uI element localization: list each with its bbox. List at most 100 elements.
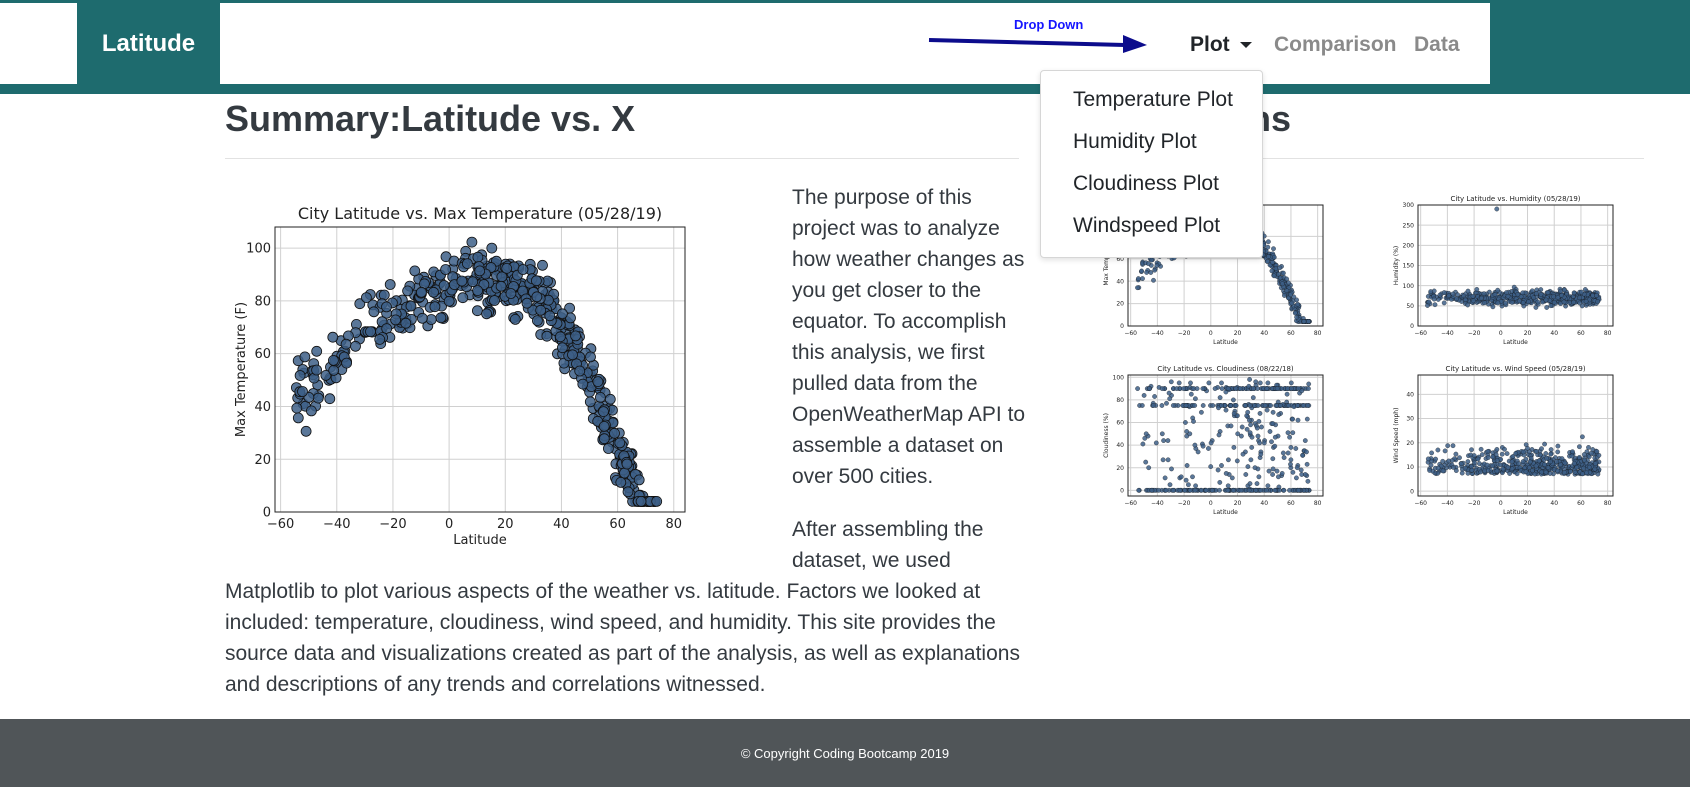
data-point [1159,403,1165,408]
thumbnail-windspeed-chart[interactable]: City Latitude vs. Wind Speed (05/28/19) −… [1388,360,1628,520]
data-point [1577,300,1583,306]
data-point [1235,413,1240,419]
nav-comparison[interactable]: Comparison [1274,33,1397,56]
data-point [495,280,507,292]
thumbnail-humidity-chart[interactable]: City Latitude vs. Humidity (05/28/19) −60… [1388,190,1628,350]
data-point [1572,460,1577,466]
plot-frame [1127,374,1324,497]
nav-plot-label: Plot [1190,33,1230,56]
data-point [1534,291,1539,297]
data-point [1490,463,1495,469]
data-point [1281,487,1287,493]
data-point [1239,424,1245,430]
data-point [1548,459,1553,465]
y-axis-label: Cloudiness (%) [1103,413,1110,458]
data-point [1570,449,1575,455]
data-point [1188,380,1193,386]
data-point [354,298,366,310]
data-point [405,300,417,312]
data-point [390,314,402,326]
y-tick-label: 20 [1406,440,1414,447]
data-point [1200,386,1206,391]
data-point [619,467,630,479]
data-point [1135,285,1140,291]
temperature-chart[interactable]: City Latitude vs. Max Temperature (05/28… [230,196,750,556]
dropdown-item-windspeed[interactable]: Windspeed Plot [1073,214,1221,237]
data-point [1136,487,1142,493]
x-tick-label: −20 [1178,330,1191,337]
dropdown-item-cloudiness[interactable]: Cloudiness Plot [1073,172,1219,195]
x-tick-label: 40 [553,517,570,532]
data-point [1217,480,1223,485]
data-point [1490,454,1496,460]
data-point [1225,483,1231,489]
data-point [1233,386,1239,391]
data-point [1280,281,1285,287]
thumbnail-cloudiness-chart[interactable]: City Latitude vs. Cloudiness (08/22/18) −… [1098,360,1338,520]
data-point [501,263,513,274]
data-point [1277,265,1283,271]
data-point [1450,443,1456,449]
data-point [1160,457,1166,463]
y-tick-label: 100 [1113,374,1125,381]
data-point [1294,465,1300,471]
data-point [1289,300,1295,306]
data-point [402,285,414,297]
data-point [1248,422,1253,428]
x-tick-label: −40 [1441,330,1454,337]
data-point [1288,380,1294,386]
data-point [1595,299,1601,305]
data-point [1571,299,1576,305]
data-point [1572,469,1578,475]
data-point [567,349,578,361]
data-point [1215,467,1221,473]
data-point [1574,465,1580,470]
data-point [1162,475,1168,481]
data-point [1277,487,1282,493]
data-point [1159,431,1165,437]
data-point [541,330,553,342]
data-point [1272,443,1278,449]
data-point [1203,487,1209,493]
brand-logo[interactable]: Latitude [77,3,220,84]
data-point [294,370,306,381]
nav-plot-dropdown[interactable]: Plot [1190,33,1252,57]
data-point [1245,409,1251,415]
x-tick-label: 20 [1234,500,1242,507]
data-point [1231,397,1236,403]
data-point [1163,487,1169,493]
data-point [1482,300,1488,306]
data-point [1569,453,1575,459]
data-point [368,306,380,318]
data-point [471,305,483,317]
data-point [1594,293,1599,298]
data-point [1270,472,1275,477]
x-tick-label: −20 [1468,500,1481,507]
data-point [1432,302,1438,308]
data-point [1267,429,1273,434]
data-point [1288,461,1293,467]
data-point [1274,386,1280,391]
data-point [1265,483,1271,489]
data-point [1490,304,1496,310]
data-point [1188,391,1194,397]
data-point [1539,446,1544,452]
data-point [1440,468,1446,474]
y-axis-label: Max Temperature (F) [234,302,249,437]
data-point [1295,386,1301,391]
data-point [1167,482,1173,488]
data-point [1526,299,1531,305]
dropdown-item-humidity[interactable]: Humidity Plot [1073,130,1197,153]
data-point [604,393,616,405]
nav-data[interactable]: Data [1414,33,1460,56]
data-point [1168,379,1174,385]
data-point [1169,466,1174,472]
data-point [1568,469,1573,474]
data-point [1242,403,1248,408]
data-point [535,304,547,316]
dropdown-item-temperature[interactable]: Temperature Plot [1073,88,1233,111]
data-point [416,312,428,324]
data-point [1279,471,1285,476]
x-axis-label: Latitude [1503,509,1528,516]
summary-paragraph-1: The purpose of this project was to analy… [792,186,1026,488]
